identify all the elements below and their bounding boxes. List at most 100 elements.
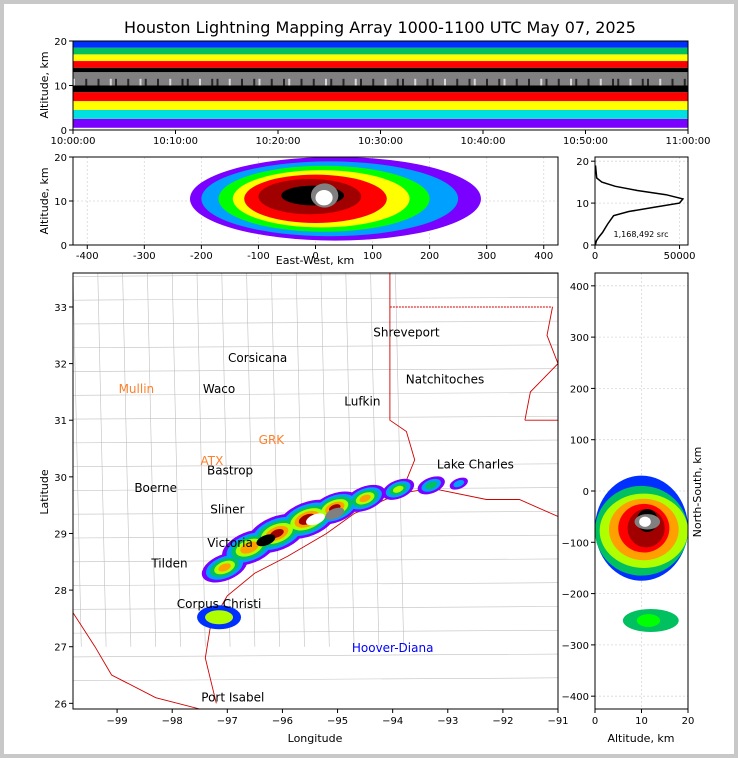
- storm-density-cell: [240, 541, 259, 554]
- altitude-layer-band: [73, 118, 688, 128]
- altitude-north-south-panel: 0 10 20 −400 −300 −200 −100 0 100 200 300 400 Altit…: [562, 272, 704, 745]
- east-west-panel: -400 -300 -200 -100 0 100 200 300 400 0 10 20 East-…: [38, 153, 559, 267]
- county-line: [370, 273, 380, 647]
- place-label: GRK: [259, 433, 286, 447]
- storm-density-cell: [453, 480, 465, 488]
- ew-tick-label: -400: [76, 251, 99, 262]
- county-line: [73, 392, 558, 396]
- time-streak: [426, 78, 429, 86]
- time-tick-label: 10:30:00: [358, 136, 403, 147]
- time-streak: [139, 78, 142, 86]
- ew-tick-label: 400: [534, 251, 553, 262]
- lat-tick-label: 27: [54, 643, 67, 654]
- county-line: [73, 320, 558, 325]
- time-streak: [468, 78, 471, 86]
- mexico-border: [73, 612, 200, 709]
- figure-title: Houston Lightning Mapping Array 1000-110…: [124, 18, 636, 37]
- county-line: [73, 273, 558, 277]
- county-line: [73, 653, 558, 658]
- lon-tick-label: −94: [382, 716, 403, 727]
- altitude-layer-band: [73, 41, 688, 48]
- map-ylabel: Latitude: [38, 469, 51, 515]
- lon-tick-label: −92: [492, 716, 513, 727]
- time-streak: [354, 78, 357, 86]
- time-streak: [325, 78, 327, 86]
- time-streak: [85, 78, 88, 86]
- time-tick-label: 10:00:00: [51, 136, 96, 147]
- lat-tick-label: 26: [54, 699, 67, 710]
- ew-tick-label: 300: [477, 251, 496, 262]
- time-streak: [211, 78, 214, 86]
- time-streak: [312, 78, 315, 86]
- ns-tick-label: −100: [562, 538, 589, 549]
- time-altitude-ylabel: Altitude, km: [38, 51, 51, 118]
- lon-tick-label: −98: [162, 716, 183, 727]
- time-streak: [587, 78, 590, 86]
- lat-tick-label: 29: [54, 529, 67, 540]
- ew-alt-tick-label: 0: [61, 241, 67, 252]
- time-altitude-density: [73, 41, 688, 128]
- time-streak: [360, 78, 362, 86]
- altitude-layer-band: [73, 67, 688, 73]
- storm-density-cell: [218, 563, 231, 572]
- storm-core: [306, 513, 325, 526]
- time-streak: [515, 78, 518, 86]
- county-line: [73, 368, 558, 372]
- time-streak: [115, 78, 117, 86]
- north-south-density-blob: [636, 614, 661, 627]
- county-line: [147, 273, 156, 647]
- county-line: [122, 273, 132, 647]
- time-tick-label: 11:00:00: [666, 136, 711, 147]
- lon-tick-label: −95: [327, 716, 348, 727]
- time-streak: [557, 78, 560, 86]
- county-line: [73, 344, 558, 349]
- county-line: [73, 534, 558, 539]
- altitude-layer-band: [73, 72, 688, 86]
- figure-frame: Houston Lightning Mapping Array 1000-110…: [4, 4, 734, 754]
- time-tick-label: 10:10:00: [153, 136, 198, 147]
- altitude-layer-band: [73, 47, 688, 55]
- altitude-histogram-panel: 0 50000 0 10 20 1,168,492 src: [576, 156, 695, 262]
- lat-tick-label: 33: [54, 303, 67, 314]
- time-streak: [659, 78, 662, 86]
- time-streak: [157, 78, 159, 86]
- ew-tick-label: 100: [363, 251, 382, 262]
- time-streak: [570, 78, 572, 86]
- county-line: [73, 606, 558, 610]
- time-streak: [186, 78, 189, 86]
- ew-tick-label: -300: [133, 251, 156, 262]
- time-streak: [629, 78, 632, 86]
- county-line: [395, 273, 404, 647]
- place-label: Bastrop: [207, 464, 253, 478]
- map-ticks: −99 −98 −97 −96 −95 −94 −93 −92 −91 26 27 28 29 30 31 3…: [54, 303, 568, 727]
- time-streak: [575, 78, 578, 86]
- county-line: [73, 487, 558, 491]
- time-streak: [300, 78, 303, 86]
- county-line: [73, 582, 558, 586]
- altitude-layer-band: [73, 109, 688, 119]
- place-label: Lake Charles: [437, 457, 514, 471]
- ns-alt-tick-label: 10: [635, 716, 648, 727]
- lon-tick-label: −99: [107, 716, 128, 727]
- time-streak: [330, 78, 333, 86]
- time-streak: [414, 78, 417, 86]
- state-border-mississippi: [524, 306, 558, 421]
- time-alt-tick-label: 10: [54, 82, 67, 93]
- storm-density-cell: [359, 494, 371, 503]
- north-south-ylabel: North-South, km: [691, 447, 704, 538]
- histogram-ticks: 0 50000 0 10 20: [576, 157, 695, 262]
- map-density: [197, 476, 468, 630]
- time-streak: [396, 78, 399, 86]
- ew-alt-tick-label: 10: [54, 197, 67, 208]
- altitude-layer-band: [73, 85, 688, 93]
- place-label: Natchitoches: [406, 372, 484, 386]
- time-streak: [181, 78, 184, 86]
- place-label: Port Isabel: [201, 691, 264, 705]
- time-tick-label: 10:40:00: [461, 136, 506, 147]
- time-streak: [498, 78, 501, 86]
- lon-tick-label: −93: [437, 716, 458, 727]
- time-streak: [599, 78, 602, 86]
- histogram-background: [595, 157, 688, 245]
- storm-density-cell: [425, 481, 438, 490]
- ns-alt-tick-label: 0: [592, 716, 598, 727]
